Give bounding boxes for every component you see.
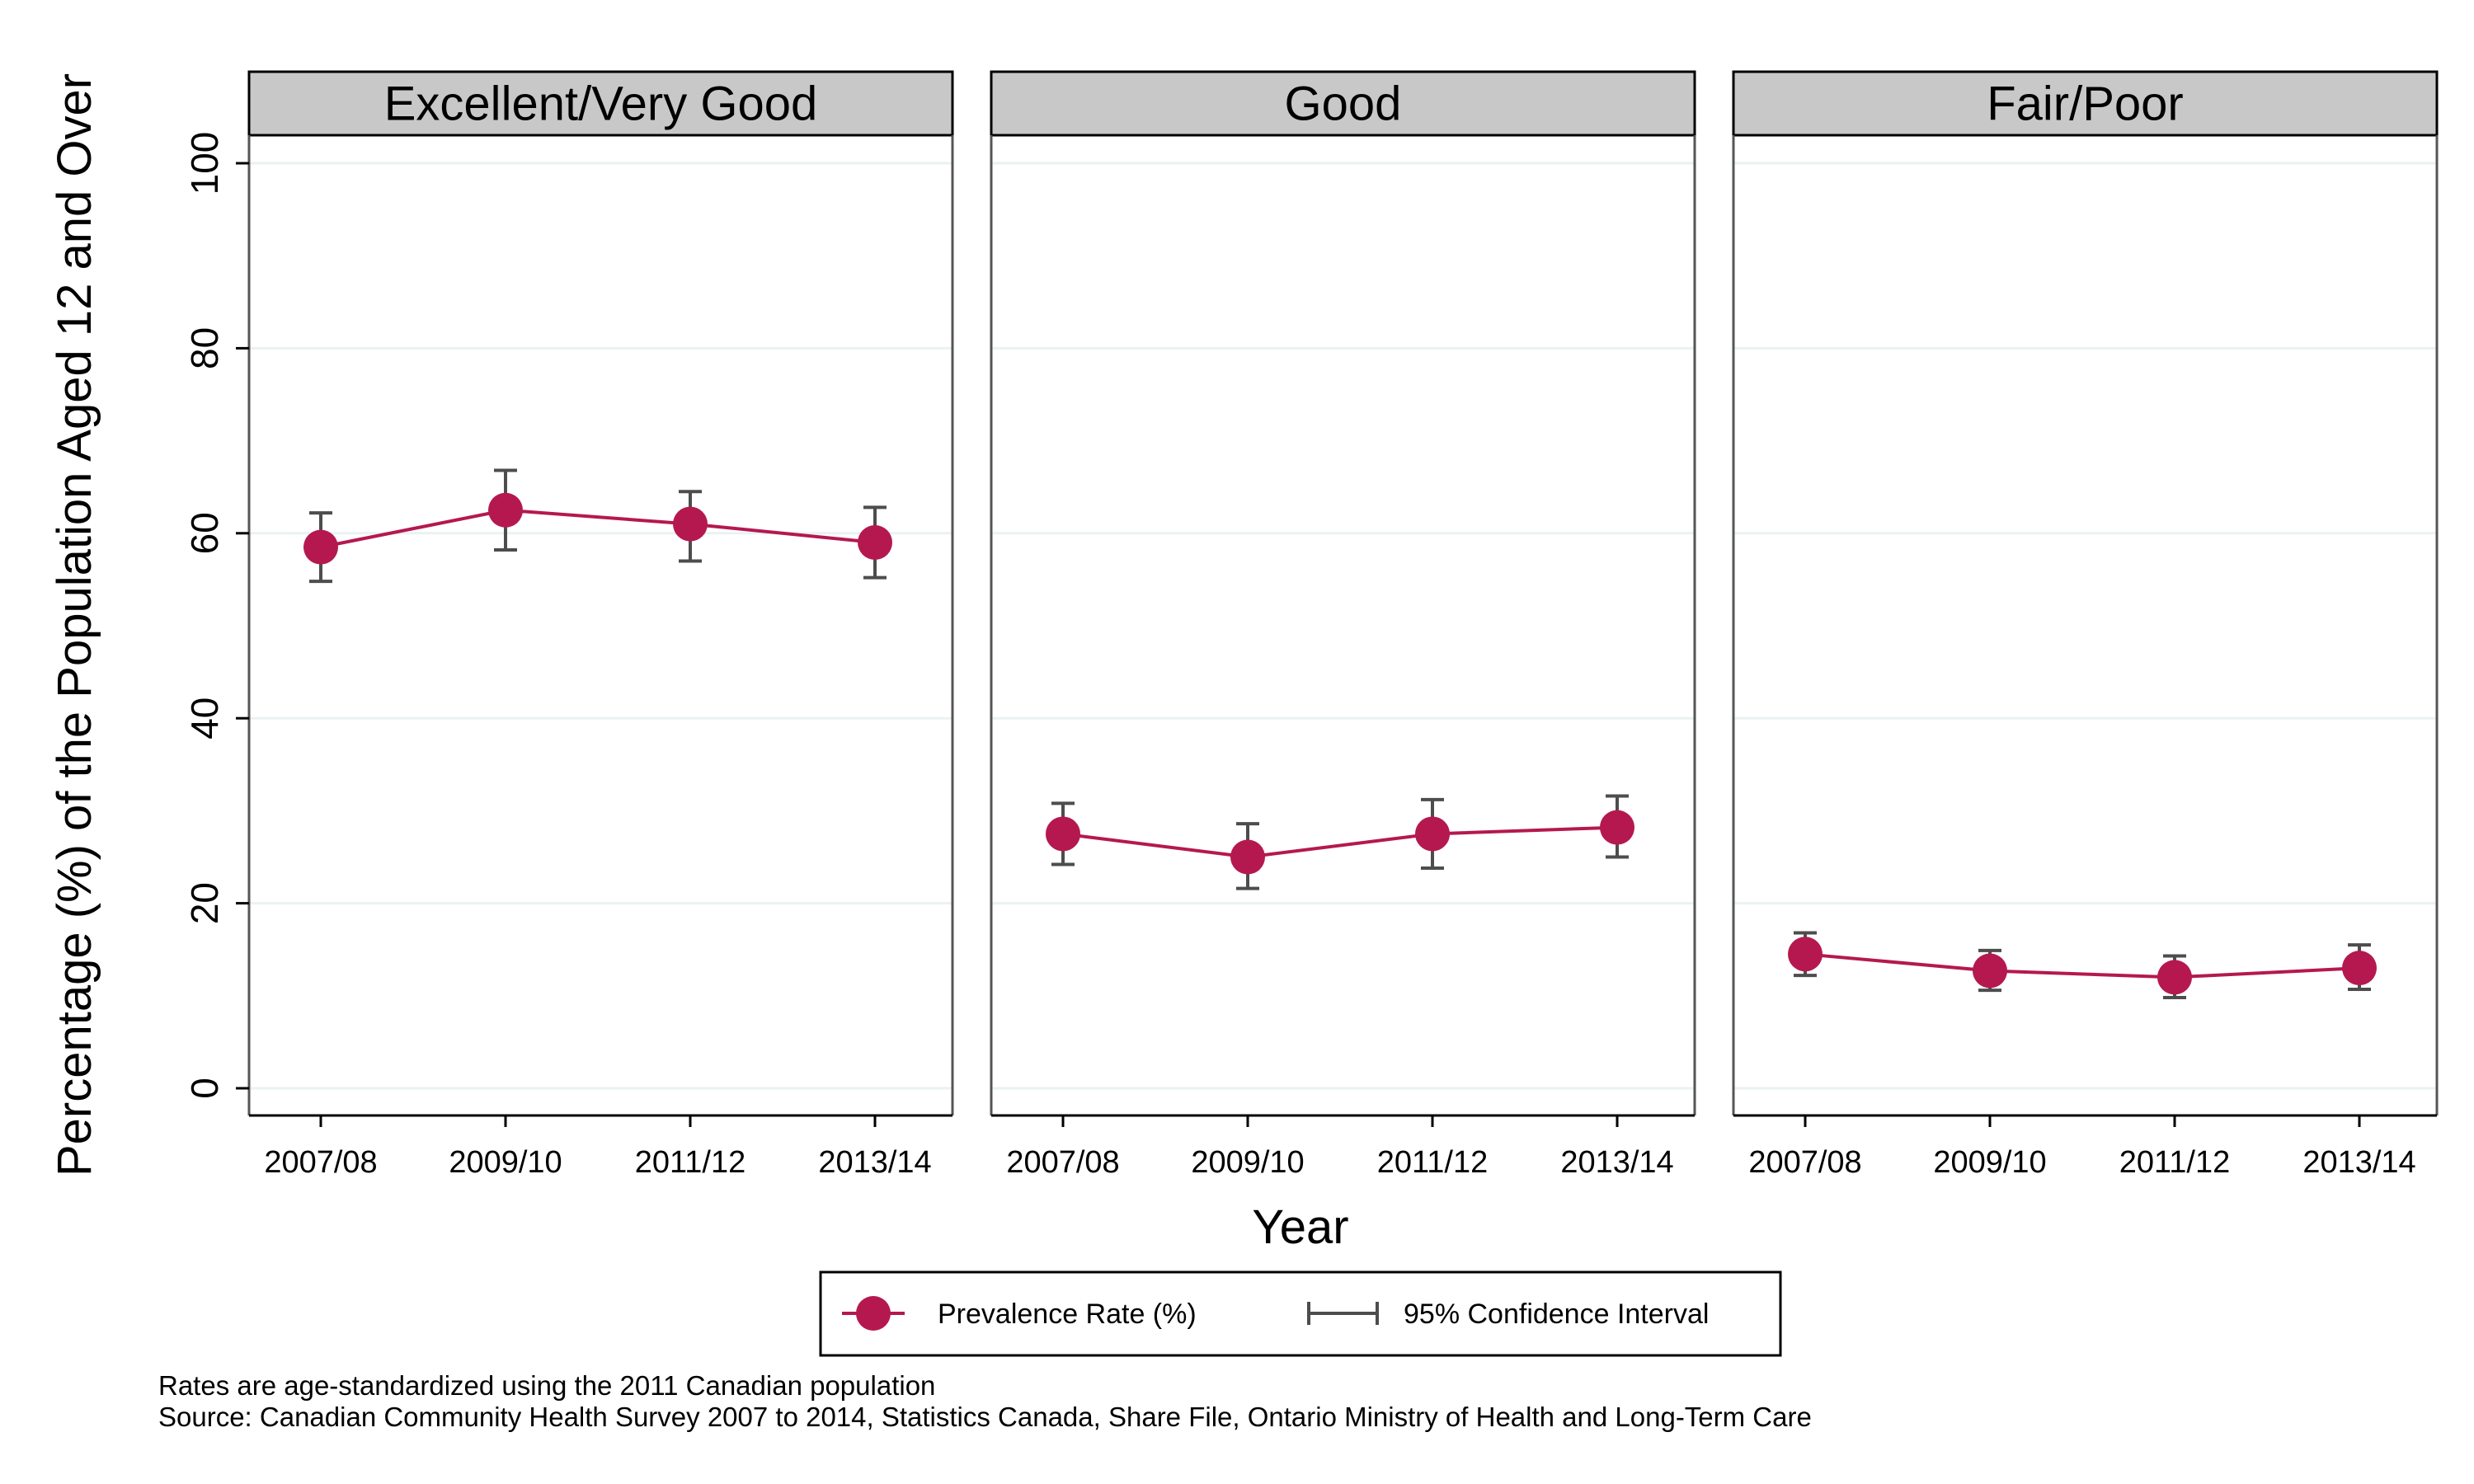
panel-3-x-tick-label: 2009/10 xyxy=(1933,1145,2046,1180)
y-tick-label: 100 xyxy=(183,132,226,195)
panel-1-data-point xyxy=(303,529,338,565)
panel-3-data-point xyxy=(1973,953,2007,989)
panel-1-x-tick-label: 2009/10 xyxy=(449,1145,562,1180)
panel-1-series-line xyxy=(320,508,876,549)
panel-3-data-point xyxy=(2342,951,2377,986)
panel-1-plot-area xyxy=(249,135,952,1115)
panel-1-x-tick-label: 2007/08 xyxy=(264,1145,377,1180)
panel-1-strip xyxy=(247,70,954,137)
panel-2-data-point xyxy=(1046,816,1080,852)
panel-3-x-tick-label: 2011/12 xyxy=(2119,1145,2231,1180)
y-tick-label: 0 xyxy=(183,1078,226,1099)
panel-1-data-point xyxy=(488,492,523,528)
panel-3-x-tick-label: 2007/08 xyxy=(1748,1145,1861,1180)
panel-1-data-point xyxy=(673,506,708,542)
panel-2-series-line xyxy=(1062,825,1618,859)
panel-3-strip xyxy=(1732,70,2439,137)
panel-1-data-point xyxy=(858,525,892,561)
panel-3-data-point xyxy=(1788,937,1823,972)
panel-2-x-tick-label: 2007/08 xyxy=(1006,1145,1119,1180)
panel-2-title: Good xyxy=(1285,77,1402,131)
panel-1-x-tick-label: 2011/12 xyxy=(635,1145,746,1180)
panel-2-data-point xyxy=(1230,839,1265,875)
panel-3-series-line xyxy=(1804,952,2360,979)
x-axis-title: Year xyxy=(1252,1200,1348,1254)
panel-3-title: Fair/Poor xyxy=(1987,77,2184,131)
panel-1-title: Excellent/Very Good xyxy=(384,77,818,131)
y-tick-label: 80 xyxy=(183,327,226,369)
panel-3-plot-area xyxy=(1733,135,2437,1115)
panel-1-x-tick-label: 2013/14 xyxy=(818,1145,931,1180)
y-tick-label: 60 xyxy=(183,512,226,554)
legend-label-ci: 95% Confidence Interval xyxy=(1404,1298,1709,1330)
legend-box xyxy=(819,1270,1782,1357)
panel-2-strip xyxy=(990,70,1696,137)
panel-2-data-point xyxy=(1415,816,1450,852)
y-tick-label: 40 xyxy=(183,697,226,740)
legend-series-marker xyxy=(856,1296,891,1331)
panel-2-x-tick-label: 2011/12 xyxy=(1377,1145,1489,1180)
legend-label-prevalence: Prevalence Rate (%) xyxy=(938,1298,1197,1330)
panel-3-x-tick-label: 2013/14 xyxy=(2302,1145,2415,1180)
panel-2-x-tick-label: 2009/10 xyxy=(1191,1145,1304,1180)
panel-2-plot-area xyxy=(991,135,1695,1115)
panel-2-data-point xyxy=(1600,810,1634,845)
panel-2-x-tick-label: 2013/14 xyxy=(1560,1145,1673,1180)
y-tick-label: 20 xyxy=(183,882,226,924)
footnote-source: Source: Canadian Community Health Survey… xyxy=(158,1402,1812,1432)
panel-3-data-point xyxy=(2157,960,2192,995)
footnote-standardization: Rates are age-standardized using the 201… xyxy=(158,1370,936,1401)
y-axis-title: Percentage (%) of the Population Aged 12… xyxy=(48,73,101,1176)
